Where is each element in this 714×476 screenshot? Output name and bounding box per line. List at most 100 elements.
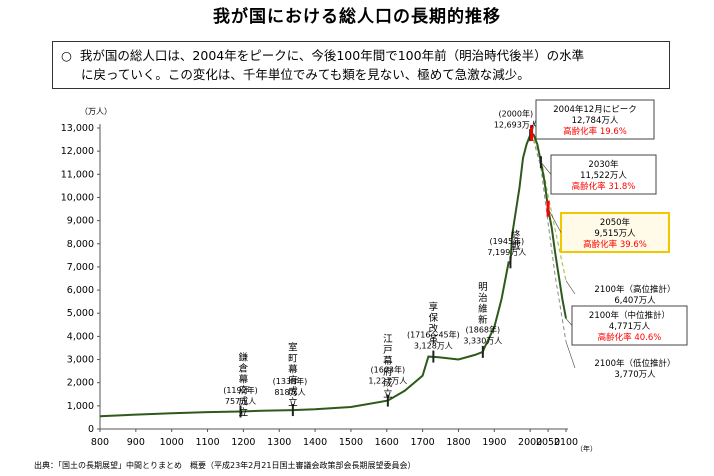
summary-line-1: ○ 我が国の総人口は、2004年をピークに、今後100年間で100年前（明治時代後… [61, 46, 661, 65]
era-label-char: 革 [429, 334, 439, 346]
chart-title: 我が国における総人口の長期的推移 [213, 7, 501, 27]
point-label: 1,227万人 [368, 377, 407, 386]
era-label-char: 治 [478, 292, 488, 304]
callout-leader [540, 162, 552, 175]
x-tick-label: 2050 [536, 437, 560, 448]
point-label: (2000年) [499, 108, 534, 118]
y-tick-label: 12,000 [61, 146, 94, 157]
callout-leader [565, 280, 576, 295]
callout-text: 11,522万人 [580, 171, 627, 181]
series-line-low [531, 132, 567, 342]
point-label: 757万人 [225, 397, 256, 406]
callout-text: 2050年 [600, 217, 631, 228]
y-tick-label: 13,000 [61, 123, 94, 134]
callout-text: 高齢化率 19.6% [563, 126, 627, 137]
point-label: 12,693万人 [494, 120, 538, 129]
x-tick-label: 1600 [375, 437, 399, 448]
era-label-char: 幕 [288, 363, 298, 375]
x-axis-unit: （年） [576, 444, 597, 453]
era-label-char: 幕 [383, 355, 393, 367]
callout-text: 2100年（中位推計） [589, 310, 670, 321]
y-tick-label: 5,000 [67, 308, 94, 319]
era-label-char: 江 [383, 334, 393, 345]
x-tick-label: 900 [127, 437, 145, 448]
era-label-char: 町 [288, 353, 298, 364]
point-label: (1868年) [466, 325, 501, 335]
x-tick-label: 1800 [446, 437, 470, 448]
source-note: 出典：「国土の長期展望」中間とりまとめ 概要（平成23年2月21日国土審議会政策… [34, 461, 416, 470]
point-label: (1338年) [273, 376, 308, 386]
point-label: (1945年) [490, 236, 525, 246]
callout-text: 9,515万人 [594, 229, 636, 239]
y-tick-label: 11,000 [61, 169, 94, 180]
callout-text: 12,784万人 [572, 116, 619, 126]
point-label: 7,199万人 [487, 248, 526, 257]
y-axis-unit: （万人） [80, 107, 112, 116]
point-label: 818万人 [274, 388, 305, 397]
point-label: 3,128万人 [414, 341, 453, 350]
callout-text: 2100年（低位推計） [594, 358, 675, 369]
callout-text: 2030年 [588, 159, 619, 170]
y-tick-label: 4,000 [67, 331, 94, 342]
era-label-char: 新 [478, 314, 488, 326]
era-label-char: 明 [478, 282, 488, 293]
era-label-char: 成 [383, 377, 393, 389]
era-label-char: 府 [239, 385, 249, 397]
era-label-char: 成 [288, 385, 298, 397]
x-tick-label: 1100 [195, 437, 219, 448]
era-label-char: 室 [288, 341, 298, 353]
era-label-char: 府 [383, 366, 393, 378]
x-tick-label: 1900 [482, 437, 506, 448]
summary-text-1: 我が国の総人口は、2004年をピークに、今後100年間で100年前（明治時代後半… [79, 48, 585, 63]
callout-text: 高齢化率 39.6% [583, 239, 647, 250]
y-tick-label: 6,000 [67, 285, 94, 296]
callout-leader [565, 318, 573, 326]
x-tick-label: 1400 [303, 437, 327, 448]
callout-text: 高齢化率 40.6% [598, 332, 662, 343]
callout-text: 2004年12月にピーク [553, 104, 636, 115]
summary-line-2: に戻っていく。この変化は、千年単位でみても類を見ない、極めて急激な減少。 [81, 67, 530, 82]
point-label: (1716～45年) [407, 329, 460, 339]
x-tick-label: 2100 [554, 437, 578, 448]
era-label-char: 鎌 [239, 352, 249, 364]
y-tick-label: 9,000 [67, 216, 94, 227]
bullet-icon: ○ [61, 48, 72, 63]
x-tick-label: 1200 [231, 437, 255, 448]
era-label-char: 改 [429, 323, 439, 335]
x-tick-label: 1000 [160, 437, 184, 448]
callout-leader [547, 208, 562, 233]
callout-leader [565, 341, 576, 369]
callout-text: 2100年（高位推計） [594, 284, 675, 295]
era-label-char: 幕 [239, 374, 249, 386]
x-tick-label: 800 [91, 437, 109, 448]
callout-text: 3,770万人 [614, 370, 656, 380]
y-tick-label: 7,000 [67, 262, 94, 273]
callout-text: 4,771万人 [609, 322, 651, 332]
x-tick-label: 1500 [339, 437, 363, 448]
callout-leader [531, 119, 537, 134]
era-label-char: 立 [383, 388, 393, 400]
point-label: 3,330万人 [463, 337, 502, 346]
series-line-actual [99, 132, 533, 418]
summary-box: ○ 我が国の総人口は、2004年をピークに、今後100年間で100年前（明治時代後… [52, 41, 670, 89]
era-label-char: 戦 [511, 240, 521, 252]
point-label: (1603年) [371, 365, 406, 375]
y-tick-label: 10,000 [61, 192, 94, 203]
y-tick-label: 1,000 [67, 401, 94, 412]
era-label-char: 府 [288, 374, 298, 386]
era-label-char: 享 [429, 301, 439, 313]
era-label-char: 保 [429, 312, 439, 324]
callout-box [550, 154, 657, 195]
point-label: (1192年) [223, 385, 258, 395]
era-label-char: 立 [288, 396, 298, 408]
x-tick-label: 1300 [267, 437, 291, 448]
era-label-char: 戸 [383, 345, 393, 356]
era-label-char: 立 [239, 407, 249, 419]
callout-text: 高齢化率 31.8% [572, 181, 636, 192]
callout-box [535, 99, 655, 140]
y-tick-label: 0 [88, 424, 94, 435]
era-label-char: 成 [239, 396, 249, 408]
y-tick-label: 8,000 [67, 239, 94, 250]
x-tick-label: 2000 [518, 437, 542, 448]
